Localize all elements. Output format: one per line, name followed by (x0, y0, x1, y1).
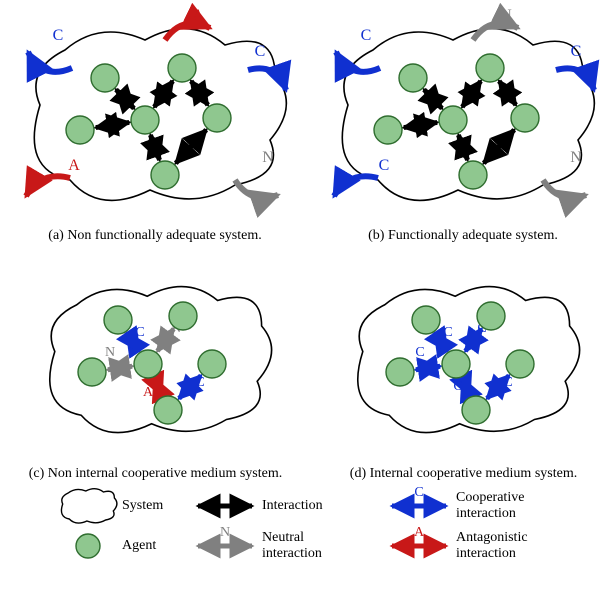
agent-node (91, 64, 119, 92)
agent-node (412, 306, 440, 334)
edge-label: C (135, 325, 144, 340)
legend-antagonistic-label-l1: Antagonistic (456, 530, 528, 546)
legend-system-label: System (122, 498, 163, 514)
agent-node (511, 104, 539, 132)
panel-a: CACNA(a) Non functionally adequate syste… (10, 10, 300, 235)
panel-caption: (a) Non functionally adequate system. (10, 228, 300, 244)
edge-label: A (68, 157, 80, 174)
legend-antagonistic-label: Antagonisticinteraction (456, 530, 528, 562)
edge-label: N (500, 7, 512, 24)
edge-label: C (414, 485, 423, 500)
agent-node (399, 64, 427, 92)
agent-node (151, 161, 179, 189)
panel-b: CNCNC(b) Functionally adequate system. (318, 10, 608, 235)
edge-label: C (415, 345, 424, 360)
agent-node (386, 358, 414, 386)
legend-cooperative-label-l1: Cooperative (456, 490, 524, 506)
legend-neutral-label-l1: Neutral (262, 530, 322, 546)
legend-interaction-label: Interaction (262, 498, 323, 514)
legend-neutral-label-l2: interaction (262, 546, 322, 562)
edge-label: C (571, 43, 582, 60)
legend-antagonistic-label-l2: interaction (456, 546, 528, 562)
edge-label: N (220, 525, 230, 540)
external-antagonistic-arrow (26, 176, 70, 196)
edge-label: C (195, 375, 204, 390)
neutral-edge (108, 366, 132, 369)
edge-label: C (255, 43, 266, 60)
edge-label: C (53, 27, 64, 44)
edge-label: C (453, 379, 462, 394)
agent-node (439, 106, 467, 134)
agent-node (506, 350, 534, 378)
agent-node (66, 116, 94, 144)
agent-node (154, 396, 182, 424)
agent-node (477, 302, 505, 330)
agent-node (459, 161, 487, 189)
panel-caption: (b) Functionally adequate system. (318, 228, 608, 244)
panel-caption: (c) Non internal cooperative medium syst… (28, 466, 283, 482)
legend-neutral-label: Neutralinteraction (262, 530, 322, 562)
agent-node (104, 306, 132, 334)
edge-label: A (414, 525, 425, 540)
agent-node (203, 104, 231, 132)
edge-label: N (105, 345, 115, 360)
agent-node (476, 54, 504, 82)
legend-cooperative-label-l2: interaction (456, 506, 524, 522)
agent-node (168, 54, 196, 82)
agent-node (198, 350, 226, 378)
agent-node (134, 350, 162, 378)
agent-node (169, 302, 197, 330)
edge-label: C (379, 157, 390, 174)
edge-label: C (503, 375, 512, 390)
panel-caption: (d) Internal cooperative medium system. (336, 466, 591, 482)
edge-label: C (361, 27, 372, 44)
agent-node (131, 106, 159, 134)
external-cooperative-arrow (334, 176, 378, 196)
edge-label: N (262, 149, 274, 166)
agent-node (462, 396, 490, 424)
edge-label: C (443, 325, 452, 340)
edge-label: N (570, 149, 582, 166)
legend-agent-label: Agent (122, 538, 156, 554)
legend-cooperative-label: Cooperativeinteraction (456, 490, 524, 522)
panel-d: CCCCC(d) Internal cooperative medium sys… (336, 268, 591, 468)
agent-node (442, 350, 470, 378)
agent-node (78, 358, 106, 386)
legend-system-icon (61, 489, 116, 523)
edge-label: A (143, 385, 154, 400)
panel-c: CNNCA(c) Non internal cooperative medium… (28, 268, 283, 468)
legend-agent-icon (76, 534, 100, 558)
agent-node (374, 116, 402, 144)
edge-label: A (192, 7, 204, 24)
cooperative-edge (416, 366, 440, 369)
